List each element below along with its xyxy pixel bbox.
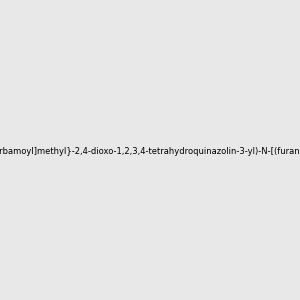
Text: 3-(1-{[(4-ethylphenyl)carbamoyl]methyl}-2,4-dioxo-1,2,3,4-tetrahydroquinazolin-3: 3-(1-{[(4-ethylphenyl)carbamoyl]methyl}-… [0, 147, 300, 156]
